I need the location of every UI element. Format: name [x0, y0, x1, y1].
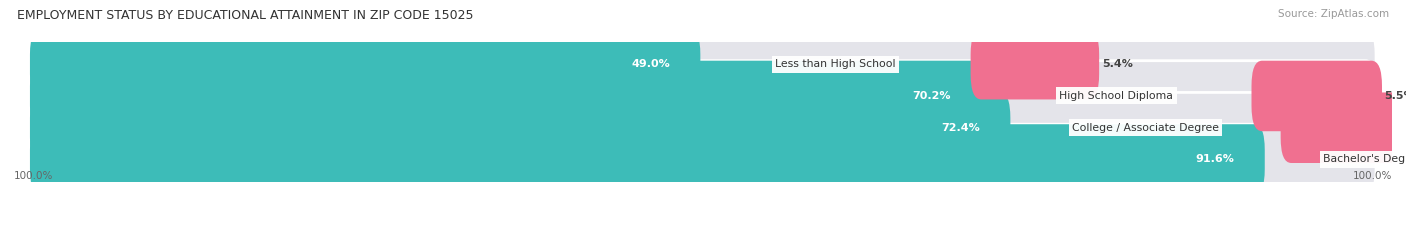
FancyBboxPatch shape — [30, 61, 981, 131]
FancyBboxPatch shape — [30, 93, 1011, 163]
FancyBboxPatch shape — [1251, 61, 1382, 131]
FancyBboxPatch shape — [30, 29, 700, 99]
Text: 5.4%: 5.4% — [1102, 59, 1133, 69]
Text: EMPLOYMENT STATUS BY EDUCATIONAL ATTAINMENT IN ZIP CODE 15025: EMPLOYMENT STATUS BY EDUCATIONAL ATTAINM… — [17, 9, 474, 22]
FancyBboxPatch shape — [30, 124, 1265, 195]
Text: 5.5%: 5.5% — [1385, 91, 1406, 101]
Text: 100.0%: 100.0% — [14, 171, 53, 181]
FancyBboxPatch shape — [970, 29, 1099, 99]
FancyBboxPatch shape — [1281, 93, 1406, 163]
Legend: In Labor Force, Unemployed: In Labor Force, Unemployed — [602, 230, 804, 233]
Text: 49.0%: 49.0% — [631, 59, 669, 69]
FancyBboxPatch shape — [30, 124, 1376, 195]
Text: 72.4%: 72.4% — [941, 123, 980, 133]
FancyBboxPatch shape — [30, 29, 1376, 99]
Text: 100.0%: 100.0% — [1353, 171, 1392, 181]
FancyBboxPatch shape — [30, 61, 1376, 131]
Text: 91.6%: 91.6% — [1195, 154, 1234, 164]
Text: 70.2%: 70.2% — [912, 91, 950, 101]
Text: Less than High School: Less than High School — [775, 59, 896, 69]
Text: High School Diploma: High School Diploma — [1060, 91, 1173, 101]
Text: Bachelor's Degree or higher: Bachelor's Degree or higher — [1323, 154, 1406, 164]
Text: College / Associate Degree: College / Associate Degree — [1071, 123, 1219, 133]
FancyBboxPatch shape — [30, 93, 1376, 163]
Text: Source: ZipAtlas.com: Source: ZipAtlas.com — [1278, 9, 1389, 19]
